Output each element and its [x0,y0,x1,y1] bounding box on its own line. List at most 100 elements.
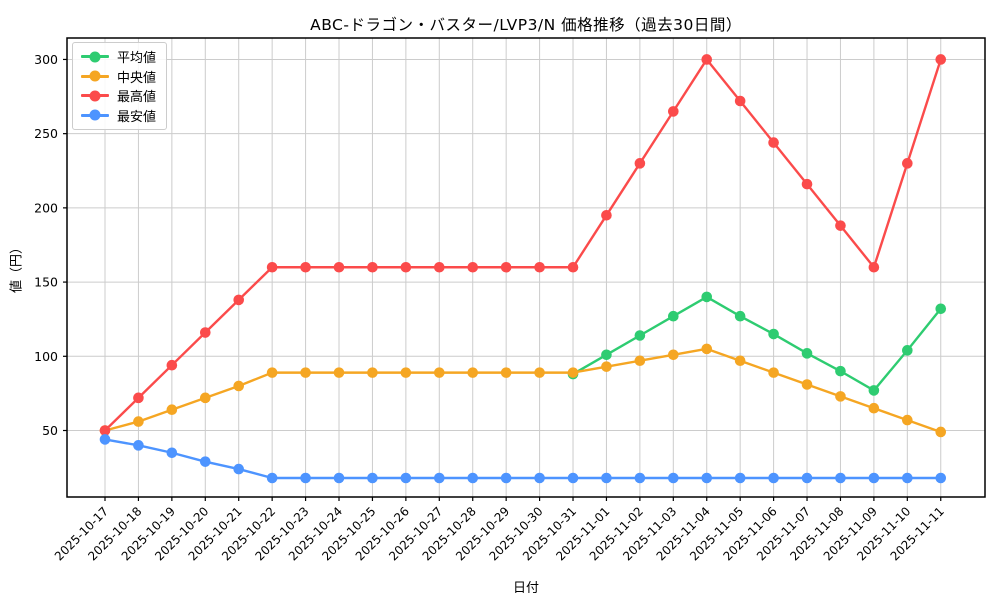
data-point [500,261,512,273]
legend-item-平均値: 平均値 [81,47,158,67]
axes-border [66,37,986,498]
legend-item-中央値: 中央値 [81,67,158,87]
data-point [500,367,512,378]
data-point [701,472,713,484]
data-point [601,361,612,372]
data-point [534,472,545,484]
legend: 平均値 中央値 最高値 最安値 [72,42,167,130]
legend-marker-icon [81,70,109,82]
legend-label: 中央値 [117,70,157,86]
data-point [567,261,579,273]
data-point [668,349,679,361]
data-point [233,380,245,392]
y-tick-label: 250 [34,126,58,141]
data-point [534,367,545,378]
data-point [400,367,412,378]
y-tick-label: 50 [42,423,58,438]
data-point [400,472,412,484]
data-point [668,106,679,117]
series-line [572,295,942,392]
data-point [902,158,913,169]
data-point [768,328,779,340]
data-point [835,220,846,231]
y-tick-label: 100 [34,349,58,364]
data-point [133,416,144,427]
x-tick-labels: 2025-10-172025-10-182025-10-192025-10-20… [52,504,947,563]
data-point [835,472,846,484]
series-line [104,347,942,434]
data-point [99,425,111,436]
data-point [634,330,646,341]
data-point [434,261,445,273]
legend-dot-icon [89,109,101,121]
data-point [801,379,813,390]
chart-title: ABC-ドラゴン・バスター/LVP3/N 価格推移（過去30日間） [310,16,742,34]
y-tick-label: 200 [34,200,58,215]
data-point [166,447,178,459]
data-point [668,472,679,484]
data-point [367,261,378,273]
data-point [668,310,679,322]
data-point [333,261,345,273]
data-point [133,440,144,451]
series-line [104,438,941,480]
legend-item-最高値: 最高値 [81,86,158,106]
data-point [367,367,378,378]
data-point [266,472,278,484]
series-line [104,58,942,432]
data-point [734,355,746,367]
data-point [534,261,545,273]
data-point [166,404,178,416]
data-point [333,367,345,378]
data-point [902,472,913,484]
data-point [166,359,178,371]
data-point [300,472,311,484]
legend-label: 平均値 [117,51,157,67]
y-tick-label: 300 [34,52,58,67]
data-point [935,472,947,484]
legend-marker-icon [81,51,109,63]
data-point [868,402,880,414]
data-point [768,137,779,148]
data-point [701,54,713,65]
data-point [734,95,746,107]
data-point [768,472,779,484]
legend-marker-icon [81,109,109,121]
data-point [701,291,713,303]
data-point [199,327,211,338]
data-point [400,261,412,273]
data-point [266,367,278,378]
data-point [935,54,947,65]
data-point [333,472,345,484]
data-point [567,472,579,484]
data-point [199,392,211,404]
data-point [500,472,512,484]
data-point [634,158,646,169]
x-axis-label: 日付 [512,581,540,596]
data-point [233,294,245,306]
legend-dot-icon [89,51,101,63]
data-point [801,178,813,190]
data-point [300,367,311,378]
data-point [868,261,880,273]
data-point [601,349,612,361]
legend-dot-icon [89,70,101,82]
data-point [434,472,445,484]
data-point [300,261,311,273]
legend-marker-icon [81,90,109,102]
data-point [801,472,813,484]
tick-marks [63,58,942,501]
data-point [935,303,947,315]
data-point [935,426,947,438]
data-point [266,261,278,273]
data-point [467,367,479,378]
data-point [199,456,211,467]
data-point [99,434,111,445]
data-point [835,365,846,377]
y-tick-labels: 50 100 150 200 250 300 [34,52,58,438]
data-point [634,472,646,484]
data-point [701,343,713,355]
data-point [835,391,846,402]
